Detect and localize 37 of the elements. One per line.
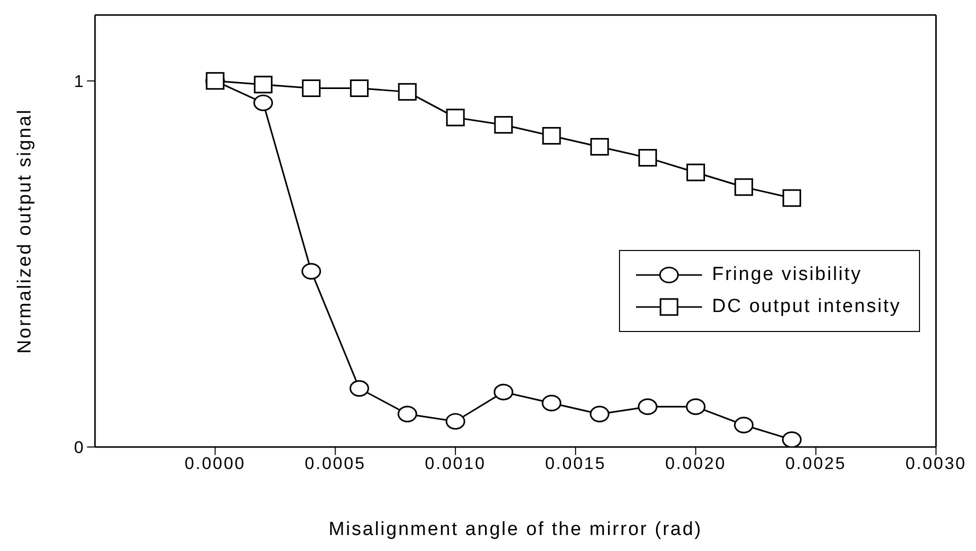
point xyxy=(734,416,754,434)
y-tick-label: 1 xyxy=(74,72,85,91)
point xyxy=(494,116,513,134)
point xyxy=(302,79,321,98)
point xyxy=(542,394,562,412)
point xyxy=(782,431,802,447)
point xyxy=(686,164,706,182)
point xyxy=(734,178,754,196)
point xyxy=(638,148,657,167)
point xyxy=(590,138,609,156)
y-tick-label: 0 xyxy=(74,438,85,458)
point xyxy=(446,108,465,126)
point xyxy=(253,94,273,112)
x-tick-label: 0.0000 xyxy=(184,454,246,474)
y-axis-title: Normalized output signal xyxy=(14,108,36,354)
legend-label: Fringe visibility xyxy=(712,264,862,286)
point xyxy=(350,380,370,397)
x-tick-label: 0.0030 xyxy=(906,454,966,474)
x-tick-label: 0.0005 xyxy=(304,454,366,474)
point xyxy=(446,413,466,430)
x-tick-label: 0.0025 xyxy=(785,454,846,474)
x-tick-label: 0.0020 xyxy=(665,454,726,474)
point xyxy=(494,384,514,400)
point xyxy=(254,76,272,94)
point xyxy=(686,398,706,416)
point xyxy=(398,406,418,422)
point xyxy=(398,83,417,101)
point xyxy=(350,79,369,98)
x-tick-label: 0.0015 xyxy=(545,454,606,474)
point xyxy=(782,189,802,207)
point xyxy=(301,262,322,280)
point xyxy=(542,127,561,145)
point xyxy=(590,406,610,422)
x-axis-title: Misalignment angle of the mirror (rad) xyxy=(328,519,702,540)
legend-label: DC output intensity xyxy=(712,296,901,318)
point xyxy=(638,398,658,416)
x-tick-label: 0.0010 xyxy=(424,454,486,474)
